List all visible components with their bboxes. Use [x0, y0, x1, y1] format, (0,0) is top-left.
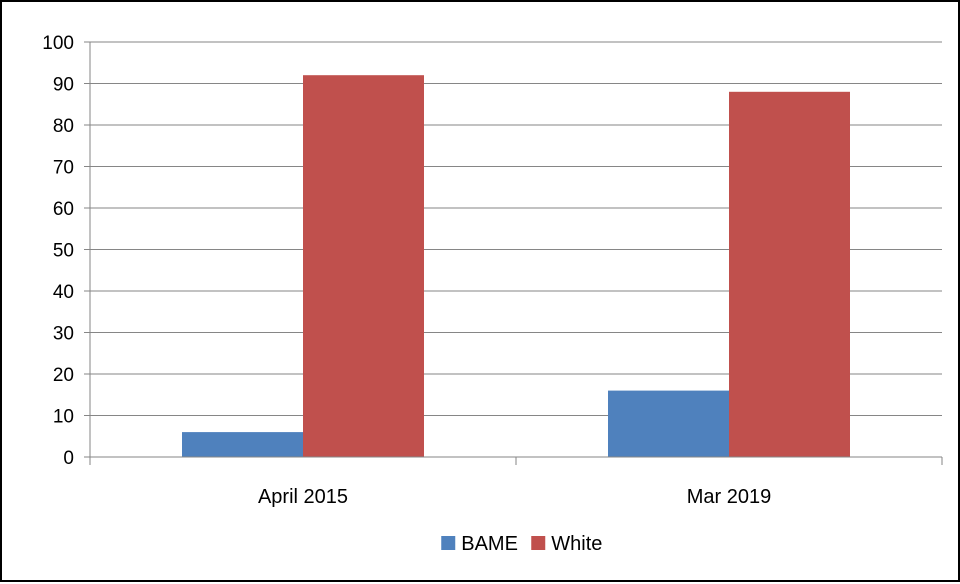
x-axis-labels: April 2015 Mar 2019 — [258, 486, 771, 508]
y-tick-label: 20 — [53, 365, 74, 386]
y-tick-label: 70 — [53, 158, 74, 179]
y-tick-label: 10 — [53, 407, 74, 428]
bar-bame-1 — [608, 390, 729, 457]
y-tick-label: 100 — [42, 33, 74, 54]
legend-label-bame: BAME — [461, 533, 518, 555]
legend: BAME White — [441, 533, 602, 555]
y-tick-label: 50 — [53, 241, 74, 262]
axes — [89, 42, 943, 465]
gridlines — [90, 41, 942, 416]
bar-white-0 — [303, 75, 424, 457]
legend-label-white: White — [551, 533, 602, 555]
y-tick-label: 0 — [63, 448, 74, 469]
legend-swatch-white — [531, 536, 546, 550]
bar-white-1 — [729, 91, 850, 458]
y-tick-label: 80 — [53, 116, 74, 137]
legend-swatch-bame — [441, 536, 456, 550]
x-category-label: Mar 2019 — [687, 486, 772, 508]
bar-bame-0 — [182, 432, 303, 457]
y-tick-label: 30 — [53, 324, 74, 345]
bars — [182, 75, 850, 458]
x-category-label: April 2015 — [258, 486, 348, 508]
y-tick-label: 40 — [53, 282, 74, 303]
y-tick-label: 90 — [53, 75, 74, 96]
y-tick-label: 60 — [53, 199, 74, 220]
y-axis-ticks: 0 10 20 30 40 50 60 70 80 90 100 — [42, 33, 90, 469]
